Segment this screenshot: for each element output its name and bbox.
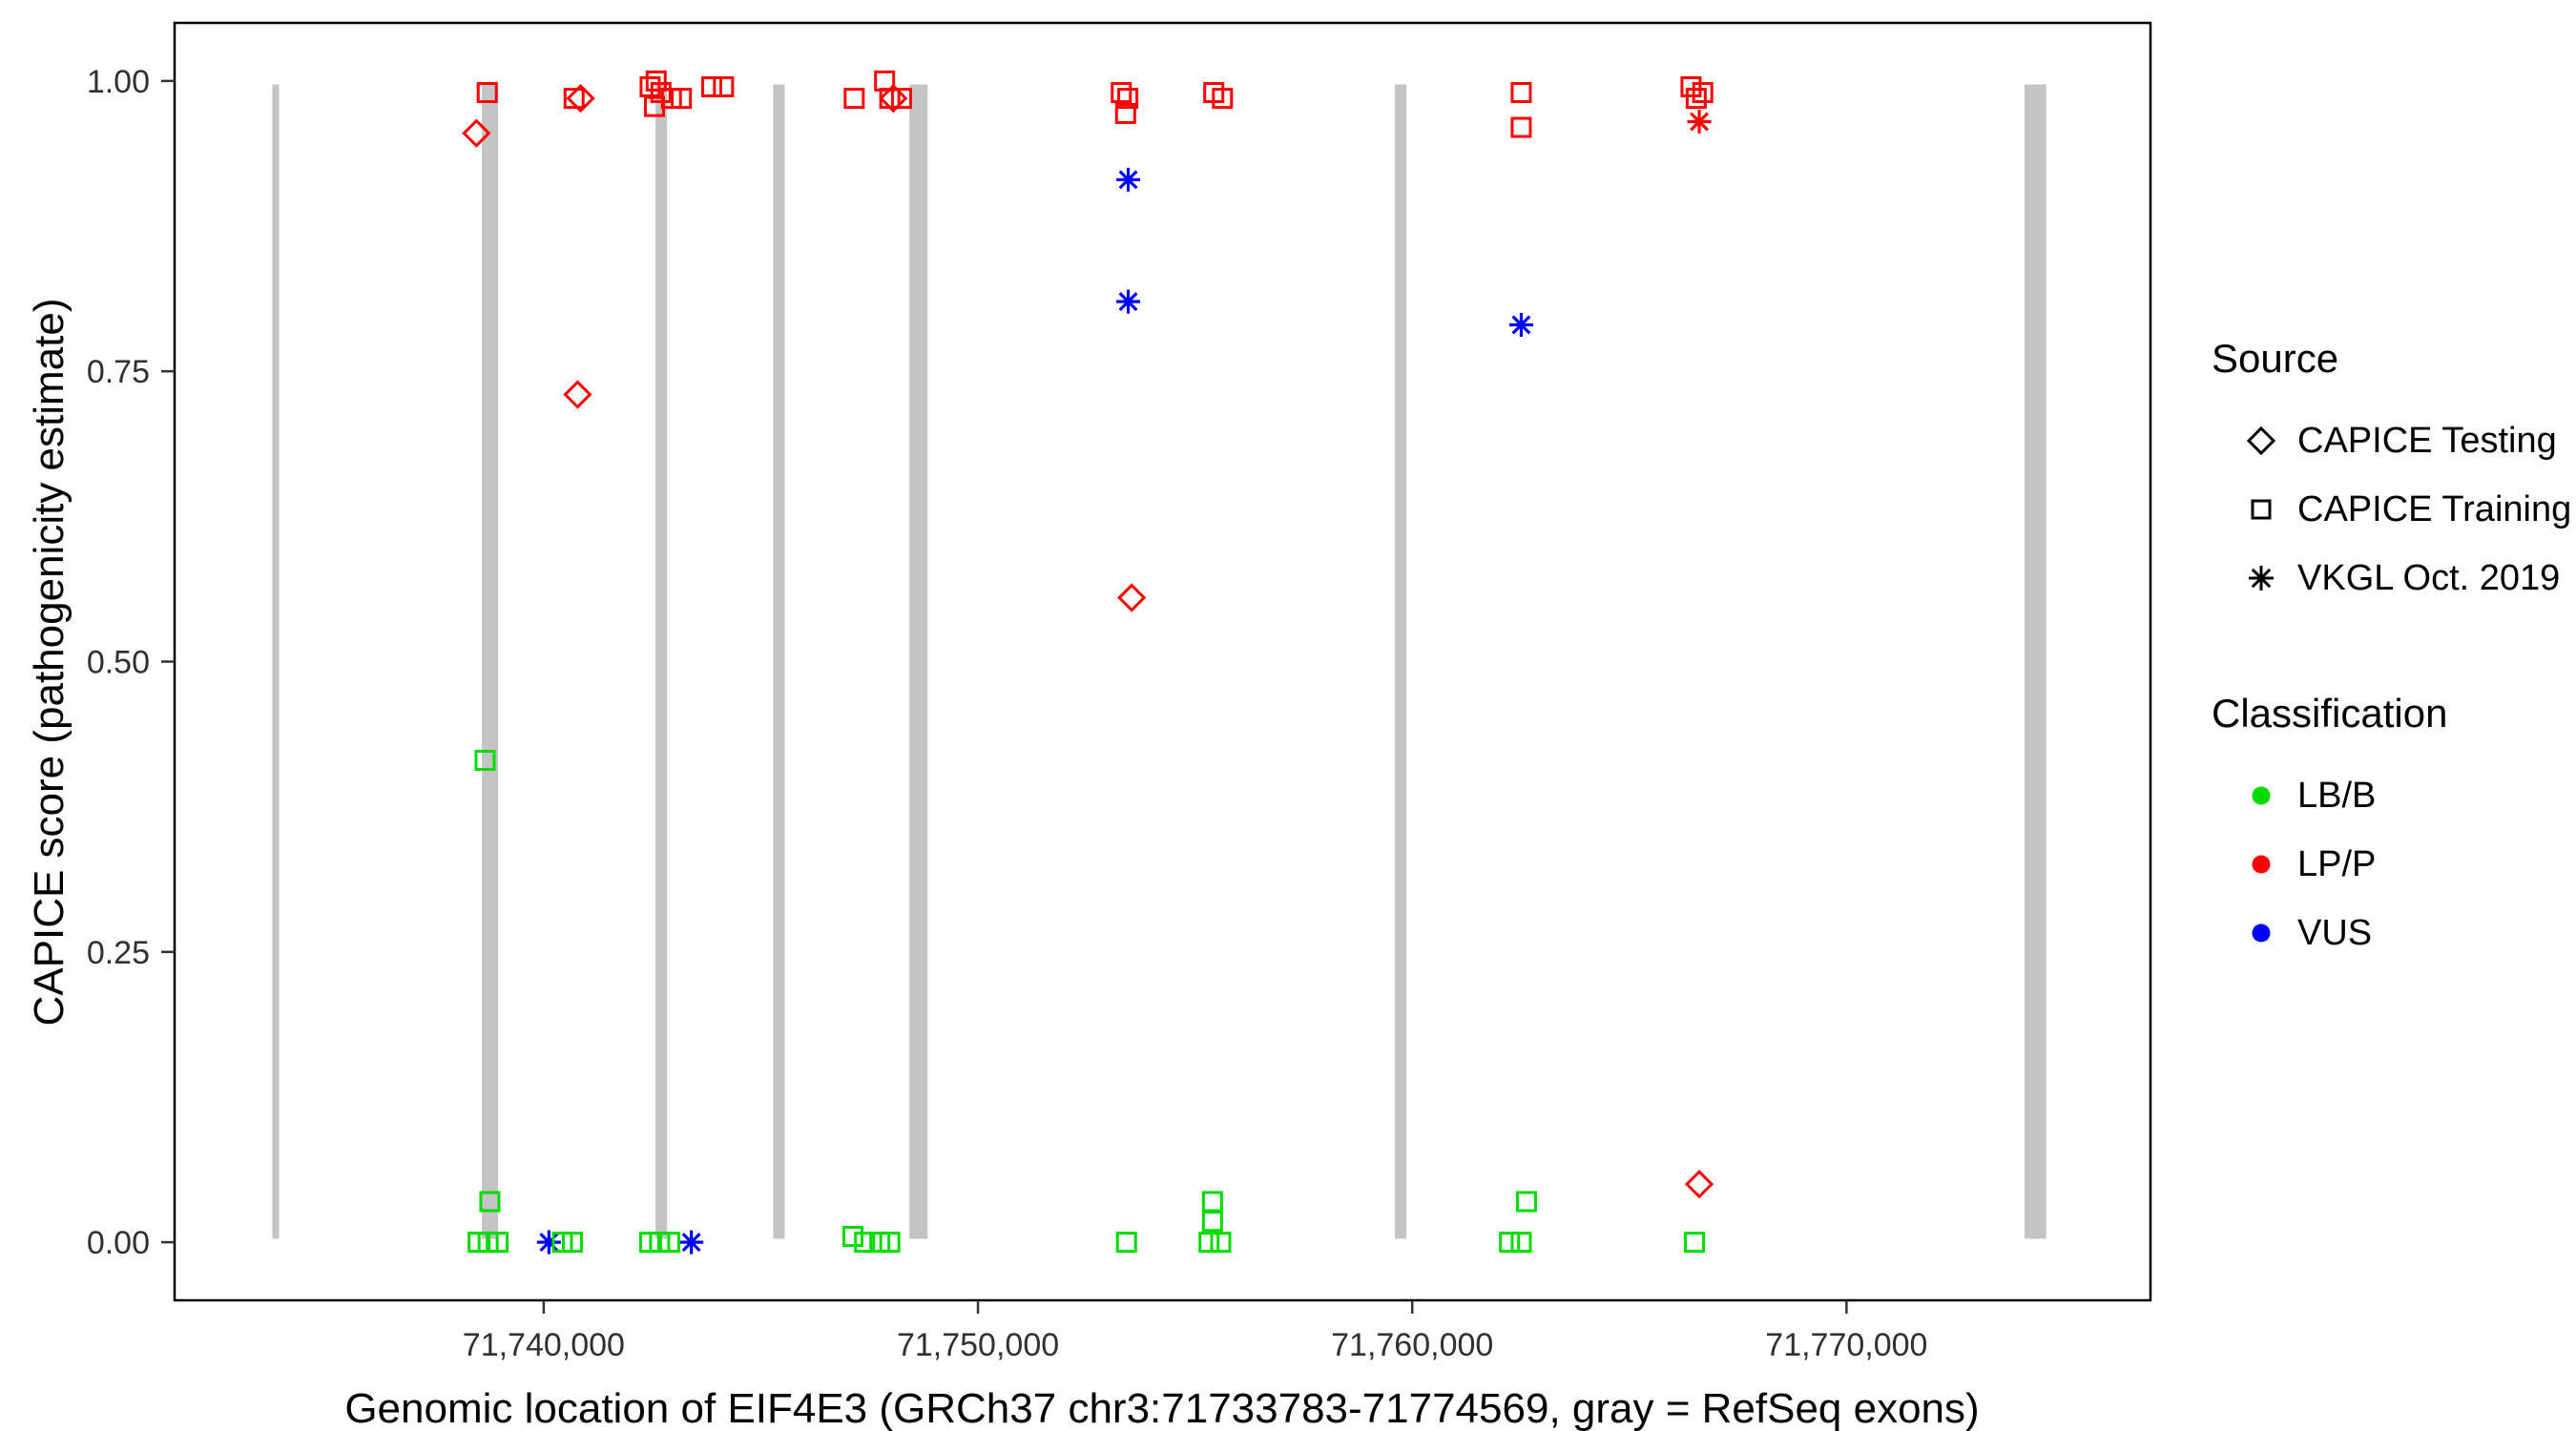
panel-border — [173, 21, 2152, 1302]
legend-classification-section: Classification LB/B LP/P VUS — [2212, 691, 2571, 967]
point-square — [879, 88, 901, 110]
point-square — [1210, 1232, 1232, 1254]
legend-item-capice-testing: CAPICE Testing — [2212, 406, 2571, 475]
point-diamond — [563, 380, 592, 409]
point-square — [476, 82, 498, 104]
asterisk-ray — [1690, 112, 1710, 132]
red-dot-icon — [2252, 855, 2271, 874]
asterisk-ray — [1118, 170, 1138, 190]
asterisk-icon — [2249, 566, 2274, 591]
y-axis-title: CAPICE score (pathogenicity estimate) — [26, 298, 73, 1027]
point-square — [1201, 1211, 1223, 1233]
point-square — [1111, 82, 1132, 104]
point-diamond — [879, 84, 908, 114]
point-square — [1510, 1232, 1532, 1254]
legend-item-capice-training: CAPICE Training — [2212, 475, 2571, 544]
point-square — [1114, 102, 1136, 124]
y-tick-label: 1.00 — [87, 64, 150, 100]
square-icon — [2251, 499, 2272, 520]
x-tick-label: 71,740,000 — [463, 1327, 625, 1363]
point-asterisk — [1116, 167, 1141, 192]
y-tick-label: 0.75 — [87, 354, 150, 390]
point-square — [474, 749, 496, 771]
point-diamond — [566, 84, 595, 114]
point-square — [879, 1232, 901, 1254]
point-square — [1198, 1232, 1220, 1254]
exon-bar — [1395, 84, 1407, 1239]
point-square — [639, 75, 661, 97]
point-square — [1499, 1232, 1521, 1254]
legend-source-title: Source — [2212, 336, 2339, 381]
asterisk-ray — [681, 1233, 701, 1253]
legend-item-label: LP/P — [2297, 843, 2377, 884]
legend-item-label: VUS — [2297, 912, 2373, 953]
point-square — [561, 1232, 583, 1254]
exon-bar — [773, 84, 785, 1239]
point-square — [479, 1191, 501, 1213]
x-tick-label: 71,750,000 — [897, 1327, 1059, 1363]
point-square — [854, 1232, 876, 1254]
asterisk-ray — [1511, 315, 1531, 335]
point-diamond — [1117, 583, 1147, 612]
exon-bar — [655, 84, 668, 1239]
point-square — [1680, 75, 1702, 97]
point-square — [1117, 88, 1139, 110]
legend-item-vus: VUS — [2212, 899, 2571, 967]
x-tick-label: 71,770,000 — [1765, 1327, 1927, 1363]
point-asterisk — [1687, 109, 1712, 134]
point-diamond — [1684, 1170, 1714, 1199]
legend-item-vkgl: VKGL Oct. 2019 — [2212, 544, 2571, 612]
legend-item-label: CAPICE Training — [2297, 488, 2572, 529]
point-square — [841, 1226, 863, 1248]
point-square — [1201, 1191, 1223, 1213]
blue-dot-icon — [2252, 923, 2271, 943]
point-square — [1115, 1232, 1137, 1254]
point-asterisk — [679, 1230, 704, 1255]
legend: Source CAPICE Testing CAPICE Training — [2212, 336, 2571, 967]
diamond-icon — [2246, 425, 2276, 456]
point-square — [1692, 82, 1714, 104]
legend-item-label: CAPICE Testing — [2297, 420, 2557, 461]
legend-classification-title: Classification — [2212, 691, 2448, 736]
point-square — [645, 70, 667, 92]
point-square — [713, 75, 735, 97]
asterisk-ray — [1118, 292, 1138, 312]
point-square — [1510, 116, 1532, 138]
x-axis-title: Genomic location of EIF4E3 (GRCh37 chr3:… — [344, 1385, 1980, 1431]
point-square — [488, 1232, 509, 1254]
point-square — [1515, 1191, 1537, 1213]
point-asterisk — [1116, 289, 1141, 314]
legend-source-section: Source CAPICE Testing CAPICE Training — [2212, 336, 2571, 612]
green-dot-icon — [2252, 786, 2271, 805]
point-square — [843, 88, 865, 110]
point-square — [1212, 88, 1234, 110]
point-square — [1510, 82, 1532, 104]
y-tick-label: 0.25 — [87, 935, 150, 971]
point-square — [658, 1232, 680, 1254]
point-diamond — [462, 118, 491, 148]
point-asterisk — [1508, 312, 1533, 337]
legend-item-label: LB/B — [2297, 775, 2377, 816]
point-square — [671, 88, 693, 110]
legend-item-lbb: LB/B — [2212, 761, 2571, 830]
legend-item-lpp: LP/P — [2212, 830, 2571, 899]
point-square — [1684, 1232, 1706, 1254]
x-tick-label: 71,760,000 — [1331, 1327, 1493, 1363]
point-square — [890, 88, 912, 110]
exon-bar — [2025, 84, 2046, 1239]
exon-bar — [909, 84, 928, 1239]
point-square — [701, 75, 723, 97]
point-square — [1685, 88, 1707, 110]
exon-bar — [482, 84, 499, 1239]
legend-item-label: VKGL Oct. 2019 — [2297, 557, 2561, 598]
y-tick-label: 0.00 — [87, 1225, 150, 1261]
point-square — [563, 88, 585, 110]
exon-bar — [272, 84, 280, 1239]
y-tick-label: 0.50 — [87, 645, 150, 681]
